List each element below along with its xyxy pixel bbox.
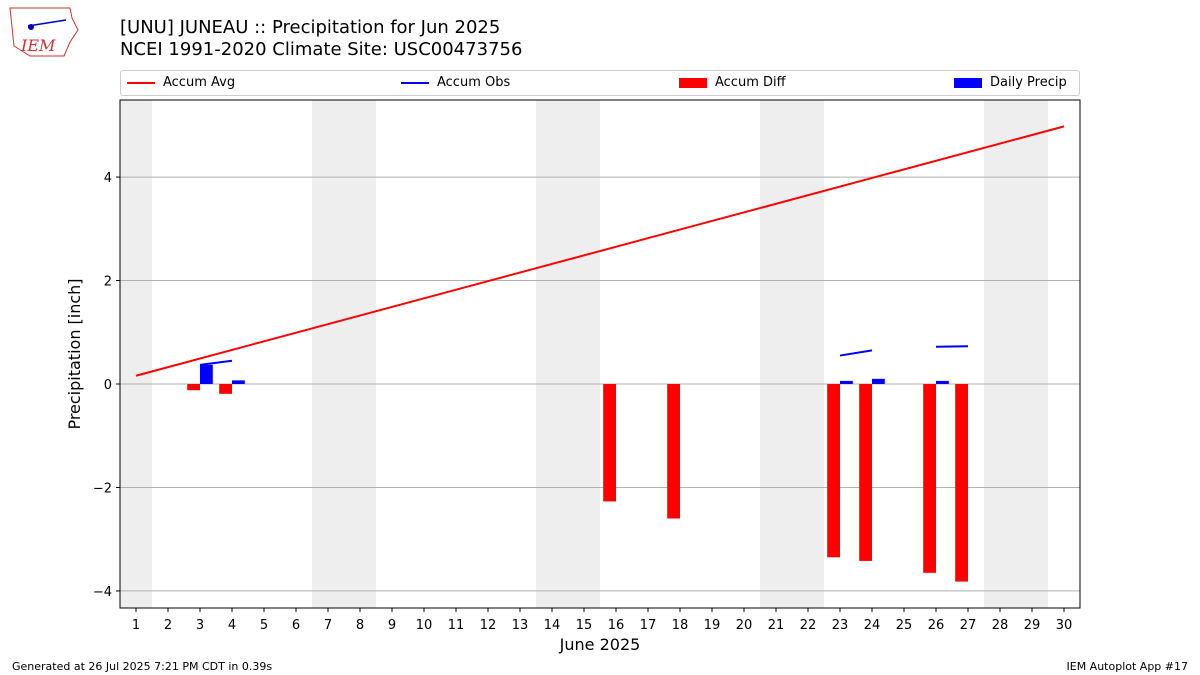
accum-diff-bar (219, 384, 232, 394)
y-tick-label: −4 (93, 585, 112, 600)
daily-precip-bar (232, 380, 245, 385)
legend-label: Daily Precip (990, 75, 1067, 90)
svg-text:IEM: IEM (20, 36, 56, 55)
accum-obs-line (199, 359, 233, 366)
legend-label: Accum Avg (163, 75, 236, 90)
legend-accum-obs: Accum Obs (401, 75, 510, 90)
daily-precip-bar (200, 364, 213, 385)
x-tick-label: 17 (640, 618, 657, 633)
iem-logo: IEM (9, 7, 79, 57)
accum-obs-line (935, 345, 969, 348)
x-tick-label: 28 (992, 618, 1009, 633)
x-tick-label: 2 (164, 618, 172, 633)
x-tick-label: 8 (356, 618, 364, 633)
legend-label: Accum Diff (715, 75, 786, 90)
x-tick-label: 9 (388, 618, 396, 633)
accum-diff-bar (603, 384, 616, 502)
daily-precip-bar (936, 380, 949, 385)
x-axis-label: June 2025 (559, 635, 641, 654)
x-tick-label: 1 (132, 618, 140, 633)
accum-diff-bar (859, 384, 872, 561)
x-tick-label: 6 (292, 618, 300, 633)
x-tick-label: 19 (704, 618, 721, 633)
x-tick-label: 7 (324, 618, 332, 633)
y-tick-label: 0 (104, 378, 112, 393)
y-axis-label: Precipitation [inch] (65, 278, 84, 429)
chart-title: [UNU] JUNEAU :: Precipitation for Jun 20… (120, 17, 501, 38)
x-tick-label: 13 (512, 618, 529, 633)
daily-precip-bar (840, 380, 853, 385)
accum-obs-line (839, 349, 873, 357)
x-tick-label: 26 (928, 618, 945, 633)
x-tick-label: 10 (416, 618, 433, 633)
x-tick-label: 23 (832, 618, 849, 633)
legend-accum-avg: Accum Avg (127, 75, 235, 90)
x-tick-label: 12 (480, 618, 497, 633)
footer-generated: Generated at 26 Jul 2025 7:21 PM CDT in … (12, 660, 273, 673)
x-tick-label: 5 (260, 618, 268, 633)
x-tick-label: 27 (960, 618, 977, 633)
chart-subtitle: NCEI 1991-2020 Climate Site: USC00473756 (120, 39, 523, 60)
x-tick-label: 14 (544, 618, 561, 633)
weekend-shade (120, 100, 152, 608)
plot-frame (119, 99, 1081, 609)
x-tick-label: 21 (768, 618, 785, 633)
x-tick-label: 15 (576, 618, 593, 633)
accum-diff-bar (827, 384, 840, 558)
x-tick-label: 24 (864, 618, 881, 633)
footer-app: IEM Autoplot App #17 (1066, 660, 1189, 673)
daily-precip-bar (872, 378, 885, 385)
legend-label: Accum Obs (437, 75, 511, 90)
accum-diff-bar (923, 384, 936, 573)
legend-daily-precip: Daily Precip (954, 75, 1067, 90)
x-tick-label: 29 (1024, 618, 1041, 633)
x-tick-label: 30 (1056, 618, 1073, 633)
accum-diff-bar (955, 384, 968, 582)
accum-avg-line (135, 125, 1065, 377)
x-tick-label: 4 (228, 618, 236, 633)
legend-accum-diff: Accum Diff (679, 75, 786, 90)
x-tick-label: 20 (736, 618, 753, 633)
x-tick-label: 16 (608, 618, 625, 633)
weekend-shade (760, 100, 824, 608)
x-tick-label: 25 (896, 618, 913, 633)
weekend-shade (984, 100, 1048, 608)
y-tick-label: −2 (93, 481, 112, 496)
y-tick-label: 4 (104, 171, 112, 186)
weekend-shade (312, 100, 376, 608)
y-tick-label: 2 (104, 275, 112, 290)
x-tick-label: 3 (196, 618, 204, 633)
accum-diff-bar (187, 384, 200, 391)
legend: Accum Avg Accum Obs Accum Diff Daily Pre… (120, 70, 1080, 96)
accum-diff-bar (667, 384, 680, 519)
x-tick-label: 18 (672, 618, 689, 633)
x-tick-label: 22 (800, 618, 817, 633)
x-tick-label: 11 (448, 618, 465, 633)
weekend-shade (536, 100, 600, 608)
